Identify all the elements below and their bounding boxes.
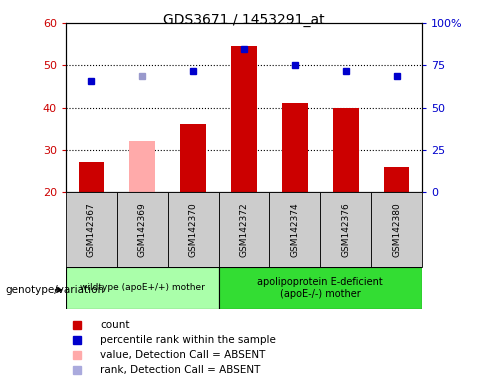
Text: GSM142370: GSM142370	[188, 202, 198, 257]
Text: count: count	[100, 320, 130, 330]
FancyBboxPatch shape	[219, 192, 269, 267]
FancyBboxPatch shape	[66, 267, 219, 309]
Text: genotype/variation: genotype/variation	[5, 285, 104, 295]
Text: GDS3671 / 1453291_at: GDS3671 / 1453291_at	[163, 13, 325, 27]
Text: rank, Detection Call = ABSENT: rank, Detection Call = ABSENT	[100, 365, 261, 375]
Bar	[333, 108, 359, 192]
FancyBboxPatch shape	[219, 267, 422, 309]
Text: percentile rank within the sample: percentile rank within the sample	[100, 335, 276, 345]
Bar	[231, 46, 257, 192]
FancyBboxPatch shape	[66, 192, 117, 267]
Text: wildtype (apoE+/+) mother: wildtype (apoE+/+) mother	[80, 283, 204, 293]
Bar	[79, 162, 104, 192]
FancyBboxPatch shape	[371, 192, 422, 267]
FancyBboxPatch shape	[168, 192, 219, 267]
FancyBboxPatch shape	[269, 192, 320, 267]
Bar	[129, 141, 155, 192]
Text: GSM142369: GSM142369	[138, 202, 147, 257]
Bar	[282, 103, 307, 192]
Bar	[181, 124, 206, 192]
Text: GSM142376: GSM142376	[341, 202, 350, 257]
Text: value, Detection Call = ABSENT: value, Detection Call = ABSENT	[100, 349, 265, 360]
Text: GSM142372: GSM142372	[240, 202, 248, 257]
Text: GSM142367: GSM142367	[87, 202, 96, 257]
FancyBboxPatch shape	[320, 192, 371, 267]
FancyBboxPatch shape	[117, 192, 168, 267]
Text: apolipoprotein E-deficient
(apoE-/-) mother: apolipoprotein E-deficient (apoE-/-) mot…	[258, 277, 383, 299]
Text: GSM142374: GSM142374	[290, 202, 300, 257]
Text: GSM142380: GSM142380	[392, 202, 401, 257]
Bar	[384, 167, 409, 192]
